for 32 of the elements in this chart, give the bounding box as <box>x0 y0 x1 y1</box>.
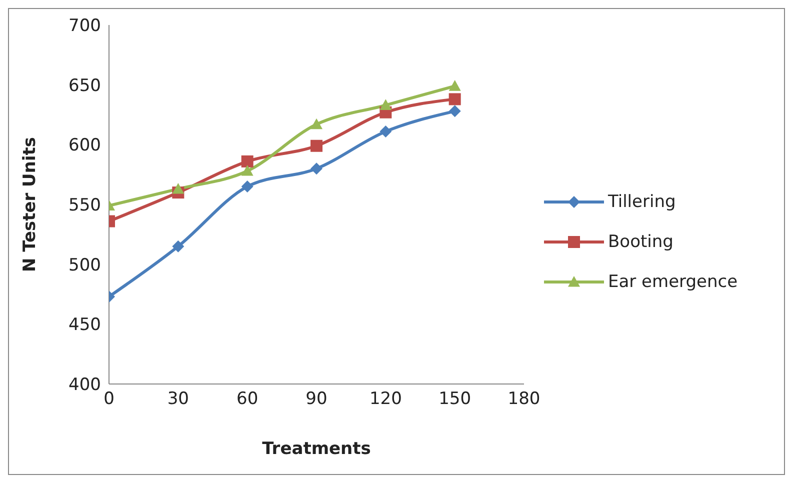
y-axis-title: N Tester Units <box>20 136 40 272</box>
point <box>448 80 461 91</box>
x-tick-label: 60 <box>236 389 258 410</box>
point <box>241 155 254 168</box>
y-tick-label: 600 <box>68 136 101 156</box>
x-tick-label: 0 <box>104 389 114 410</box>
point <box>310 118 322 130</box>
point <box>380 99 392 110</box>
x-tick-label: 180 <box>508 389 540 410</box>
legend-label: Booting <box>608 232 674 252</box>
x-axis-title: Treatments <box>262 439 371 459</box>
y-tick-label: 500 <box>68 255 101 276</box>
y-tick-label: 400 <box>68 375 101 396</box>
point <box>380 126 392 138</box>
x-tick-label: 120 <box>369 389 402 410</box>
y-tick-label: 700 <box>68 16 101 36</box>
point <box>448 93 461 106</box>
y-tick-label: 650 <box>68 76 101 96</box>
point <box>241 180 254 193</box>
y-tick-label: 450 <box>68 315 101 336</box>
legend-label: Ear emergence <box>608 272 738 292</box>
point <box>241 164 254 176</box>
point <box>172 240 184 252</box>
point <box>310 162 322 175</box>
y-tick-label: 550 <box>68 196 101 216</box>
x-tick-label: 30 <box>167 389 189 410</box>
legend-label: Tillering <box>608 192 676 212</box>
point <box>310 140 322 152</box>
point <box>448 105 461 118</box>
point <box>172 182 184 194</box>
x-tick-label: 150 <box>438 389 472 410</box>
x-tick-label: 90 <box>306 389 328 410</box>
